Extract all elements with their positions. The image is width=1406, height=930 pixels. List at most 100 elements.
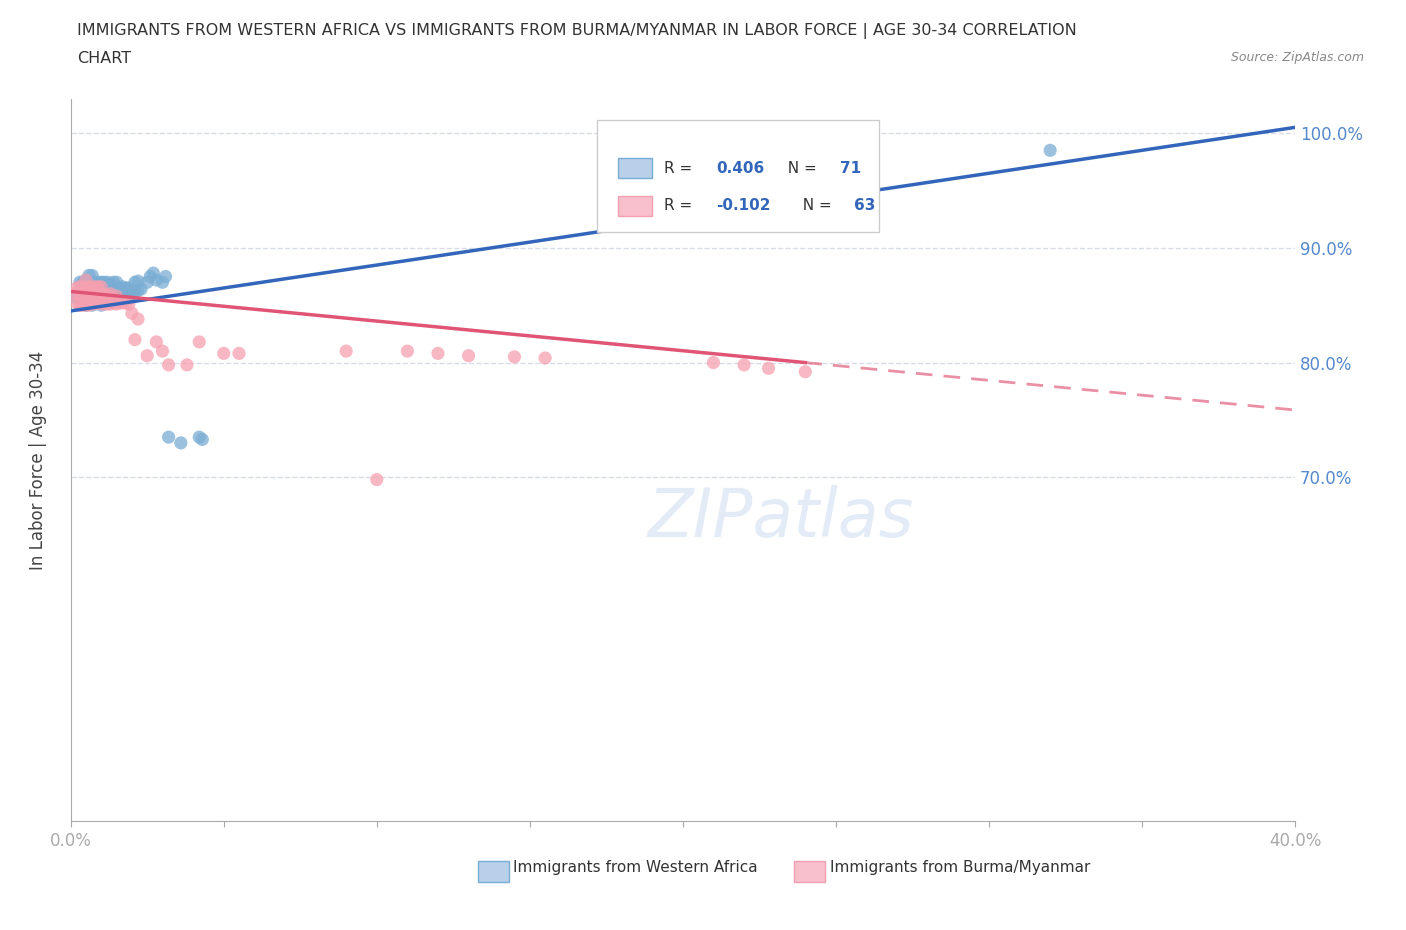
FancyBboxPatch shape (619, 158, 652, 179)
Point (87, 288, 110, 303)
Point (72, 291, 94, 306)
Point (84, 288, 107, 303)
Text: 71: 71 (839, 161, 860, 176)
Point (87, 284, 110, 299)
Point (77, 279, 100, 294)
Point (152, 344, 174, 359)
Point (69, 298, 91, 312)
Point (96, 292, 118, 307)
Text: CHART: CHART (77, 51, 131, 66)
Point (75, 281, 97, 296)
Point (75, 272, 97, 287)
Point (142, 266, 165, 281)
Point (100, 297, 122, 312)
Text: IMMIGRANTS FROM WESTERN AFRICA VS IMMIGRANTS FROM BURMA/MYANMAR IN LABOR FORCE |: IMMIGRANTS FROM WESTERN AFRICA VS IMMIGR… (77, 23, 1077, 39)
Point (82, 275, 104, 290)
Text: N =: N = (779, 161, 823, 176)
Point (124, 275, 146, 290)
Text: 0.406: 0.406 (716, 161, 763, 176)
Point (396, 344, 419, 359)
Point (702, 355, 724, 370)
Point (93, 275, 115, 290)
Point (100, 286, 122, 301)
Point (87, 296, 110, 311)
Point (170, 435, 193, 450)
Point (136, 275, 159, 290)
Point (103, 284, 125, 299)
Point (87, 279, 110, 294)
Point (1039, 143, 1062, 158)
Point (82, 288, 104, 303)
Point (127, 283, 149, 298)
Point (121, 284, 143, 299)
Point (77, 284, 100, 299)
Point (69, 279, 91, 294)
Point (100, 284, 122, 299)
Point (75, 281, 97, 296)
Point (87, 275, 110, 290)
Point (157, 430, 180, 445)
Point (105, 297, 128, 312)
Point (155, 269, 177, 284)
Point (77, 268, 100, 283)
Point (103, 275, 125, 290)
Point (105, 291, 128, 306)
Point (111, 296, 134, 311)
Point (100, 277, 122, 292)
Point (96, 284, 118, 299)
Point (75, 288, 97, 303)
Point (136, 348, 159, 363)
Point (90, 297, 112, 312)
Point (111, 288, 134, 303)
Point (84, 297, 107, 312)
Point (82, 297, 104, 312)
Point (121, 306, 143, 321)
Point (118, 297, 141, 312)
Point (124, 284, 146, 299)
Text: -0.102: -0.102 (716, 198, 770, 213)
Point (72, 288, 94, 303)
Point (69, 284, 91, 299)
Point (114, 296, 136, 311)
Point (77, 292, 100, 307)
Point (93, 292, 115, 307)
Point (100, 291, 122, 306)
Point (69, 275, 91, 290)
Point (228, 346, 250, 361)
Point (72, 284, 94, 299)
Point (366, 472, 388, 487)
Text: 63: 63 (855, 198, 876, 213)
Point (188, 335, 211, 350)
Point (82, 290, 104, 305)
Point (118, 281, 141, 296)
Point (108, 296, 131, 311)
Point (610, 160, 633, 175)
Point (103, 292, 125, 307)
Point (72, 275, 94, 290)
Point (794, 365, 817, 379)
FancyBboxPatch shape (619, 195, 652, 216)
Point (191, 432, 214, 447)
Point (105, 275, 128, 290)
Point (82, 298, 104, 312)
Point (427, 346, 450, 361)
Point (457, 348, 479, 363)
Point (118, 290, 141, 305)
Point (176, 357, 198, 372)
Point (105, 284, 128, 299)
Point (84, 276, 107, 291)
Point (82, 268, 104, 283)
Point (69, 288, 91, 303)
Point (534, 351, 557, 365)
Text: Immigrants from Burma/Myanmar: Immigrants from Burma/Myanmar (830, 860, 1090, 875)
Point (212, 346, 235, 361)
Point (103, 296, 125, 311)
Point (82, 279, 104, 294)
Point (66, 296, 89, 311)
Point (108, 281, 131, 296)
Text: R =: R = (665, 161, 697, 176)
Text: Source: ZipAtlas.com: Source: ZipAtlas.com (1230, 51, 1364, 64)
Point (77, 277, 100, 292)
Point (62, 286, 84, 301)
Point (77, 288, 100, 303)
